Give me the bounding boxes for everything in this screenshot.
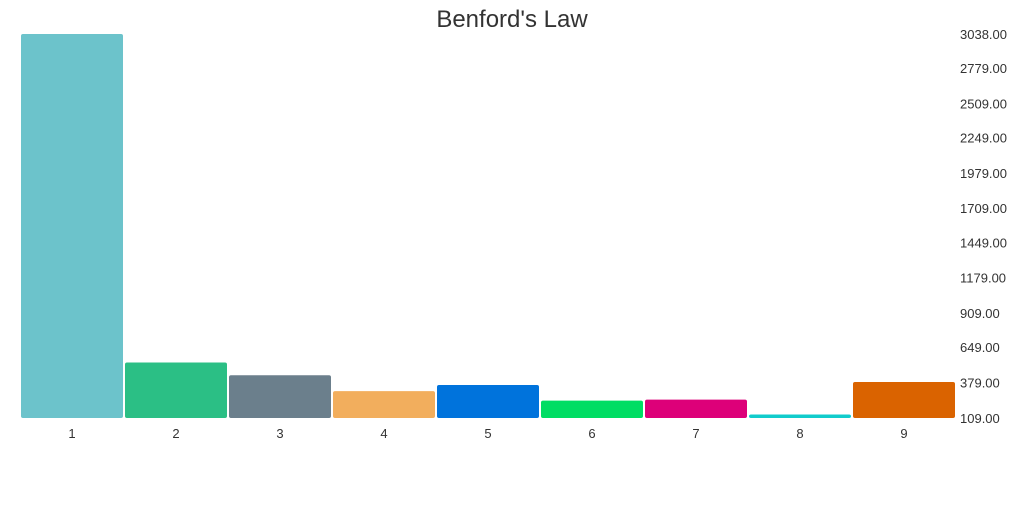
bar-9[interactable] — [853, 381, 955, 418]
x-category-label: 6 — [588, 426, 595, 441]
x-category-label: 8 — [796, 426, 803, 441]
bar-5[interactable] — [437, 384, 539, 418]
x-category-label: 2 — [172, 426, 179, 441]
x-category-label: 1 — [68, 426, 75, 441]
bar-3[interactable] — [229, 375, 331, 418]
bar-7[interactable] — [645, 399, 747, 418]
y-tick-label: 1979.00 — [960, 166, 1007, 181]
y-tick-label: 3038.00 — [960, 27, 1007, 42]
y-tick-label: 109.00 — [960, 411, 1000, 426]
bar-2[interactable] — [125, 362, 227, 418]
chart-title: Benford's Law — [436, 6, 588, 33]
y-tick-label: 649.00 — [960, 340, 1000, 355]
bar-1[interactable] — [21, 34, 123, 418]
x-category-label: 4 — [380, 426, 387, 441]
y-tick-label: 2249.00 — [960, 130, 1007, 145]
y-tick-label: 379.00 — [960, 376, 1000, 391]
bar-8[interactable] — [749, 414, 851, 418]
x-category-label: 7 — [692, 426, 699, 441]
y-tick-label: 2779.00 — [960, 61, 1007, 76]
bar-6[interactable] — [541, 400, 643, 418]
bar-4[interactable] — [333, 391, 435, 418]
y-tick-label: 1179.00 — [960, 271, 1006, 286]
y-tick-label: 1709.00 — [960, 201, 1007, 216]
y-tick-label: 1449.00 — [960, 235, 1007, 250]
y-tick-label: 2509.00 — [960, 96, 1007, 111]
y-tick-label: 909.00 — [960, 306, 1000, 321]
x-category-label: 3 — [276, 426, 283, 441]
x-category-label: 5 — [484, 426, 491, 441]
x-category-label: 9 — [900, 426, 907, 441]
